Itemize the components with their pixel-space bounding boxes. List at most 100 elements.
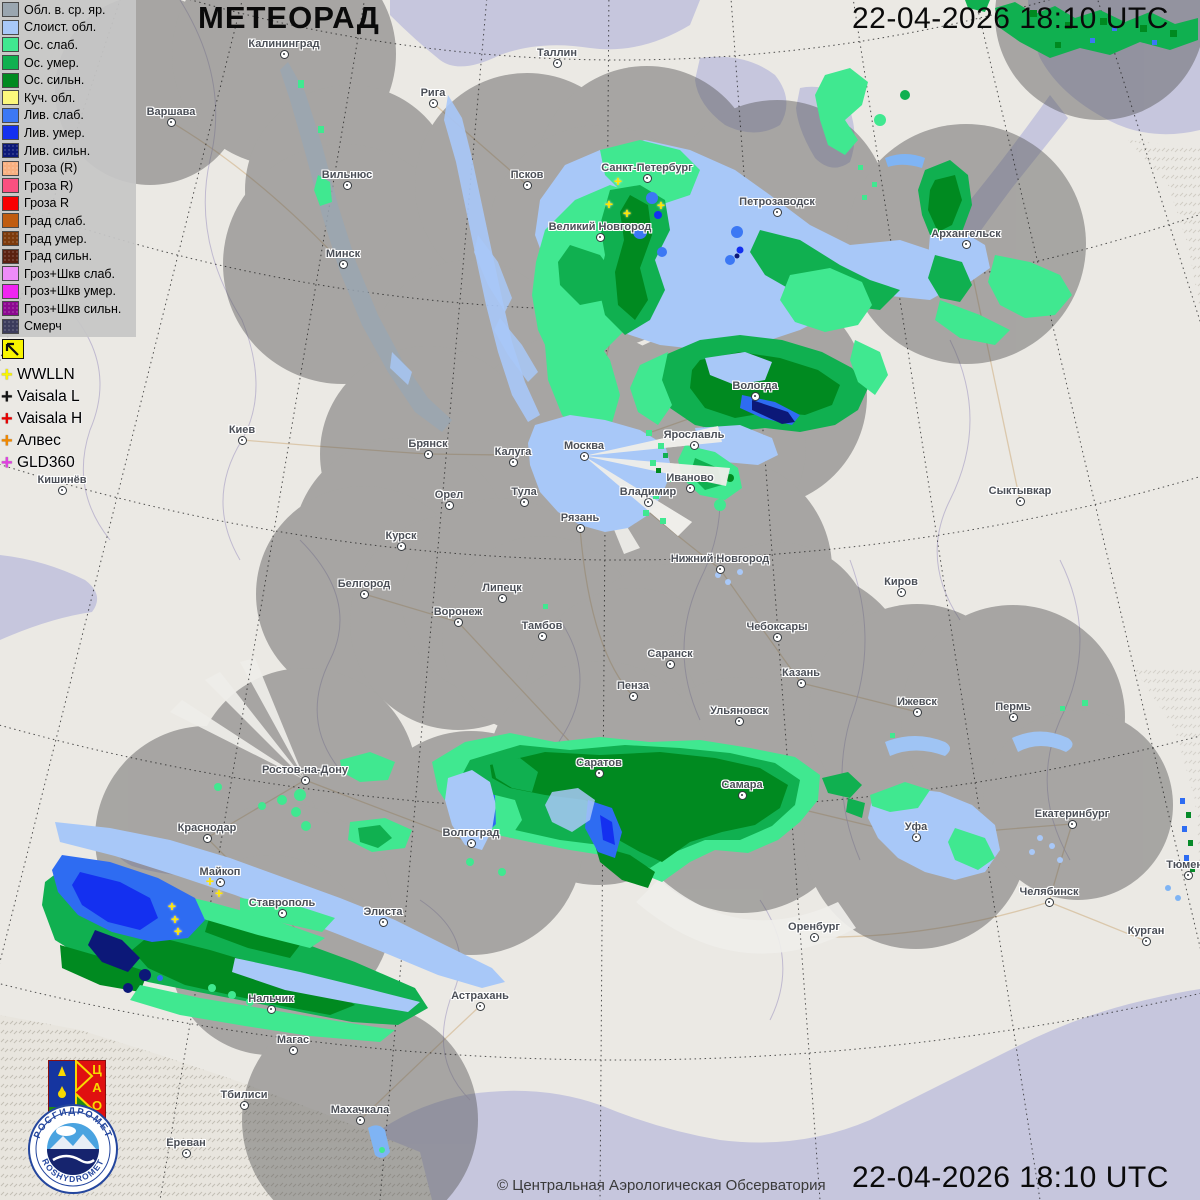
city-label: Архангельск (931, 228, 1001, 240)
city-label: Ижевск (897, 696, 937, 708)
city-label: Псков (510, 169, 544, 181)
city-label: Киев (228, 424, 256, 436)
city-dot-icon (734, 716, 744, 726)
city-dot-icon (202, 833, 212, 843)
city-dot-icon (57, 485, 67, 495)
legend-item: Гроза R (2, 195, 134, 213)
city-label: Курган (1127, 925, 1165, 937)
city-label: Краснодар (177, 822, 237, 834)
city-dot-icon (750, 391, 760, 401)
city-dot-icon (715, 564, 725, 574)
lightning-strike-icon: + (604, 196, 614, 212)
legend-item: Лив. умер. (2, 124, 134, 142)
city-dot-icon (277, 908, 287, 918)
legend-swatch (2, 301, 19, 317)
legend-swatch (2, 266, 19, 282)
city-label: Ростов-на-Дону (261, 764, 349, 776)
legend-item: Гроза R) (2, 177, 134, 195)
city-dot-icon (961, 239, 971, 249)
city-label: Магас (276, 1034, 310, 1046)
legend-item: Слоист. обл. (2, 19, 134, 37)
legend-swatch (2, 178, 19, 194)
legend-label: Лив. слаб. (24, 108, 84, 123)
legend-label: Ос. умер. (24, 55, 79, 70)
city-dot-icon (444, 500, 454, 510)
legend-swatch (2, 19, 19, 35)
city-label: Тбилиси (220, 1089, 268, 1101)
lightning-strike-icon: + (170, 911, 180, 927)
city-dot-icon (288, 1045, 298, 1055)
city-dot-icon (772, 632, 782, 642)
city-label: Тамбов (521, 620, 563, 632)
lightning-source-label: GLD360 (17, 454, 75, 471)
legend-label: Гроза R (24, 196, 70, 211)
lightning-strike-icon: + (205, 873, 215, 889)
lightning-cross-icon: + (1, 386, 13, 408)
legend-swatch (2, 2, 19, 18)
legend-label: Град слаб. (24, 213, 86, 228)
city-dot-icon (522, 180, 532, 190)
city-label: Тула (511, 486, 537, 498)
timestamp-bottom: 22-04-2026 18:10 UTC (852, 1161, 1169, 1194)
legend-item: Куч. обл. (2, 89, 134, 107)
city-label: Москва (563, 440, 605, 452)
legend-item: Гроз+Шкв слаб. (2, 265, 134, 283)
city-dot-icon (300, 775, 310, 785)
city-label: Тюмень (1166, 859, 1200, 871)
city-label: Курск (385, 530, 417, 542)
city-label: Астрахань (451, 990, 509, 1002)
legend-label: Лив. умер. (24, 125, 85, 140)
lightning-cross-icon: + (1, 430, 13, 452)
lightning-strike-icon: + (214, 885, 224, 901)
city-dot-icon (1183, 870, 1193, 880)
lightning-cross-icon: + (1, 408, 13, 430)
city-dot-icon (378, 917, 388, 927)
legend-swatch (2, 318, 19, 334)
lightning-source-label: Vaisala H (17, 410, 83, 427)
city-dot-icon (237, 435, 247, 445)
lightning-cross-icon: + (1, 452, 13, 474)
city-dot-icon (796, 678, 806, 688)
legend-label: Гроз+Шкв слаб. (24, 266, 116, 281)
legend-item: Гроз+Шкв сильн. (2, 300, 134, 318)
legend-swatch (2, 107, 19, 123)
city-dot-icon (737, 790, 747, 800)
lightning-cross-icon: + (1, 364, 13, 386)
city-label: Екатеринбург (1034, 808, 1110, 820)
legend-swatch (2, 231, 19, 247)
city-dot-icon (1008, 712, 1018, 722)
city-label: Санкт-Петербург (601, 162, 693, 174)
city-label: Самара (721, 779, 763, 791)
legend-swatch (2, 143, 19, 159)
city-dot-icon (423, 449, 433, 459)
legend-item: Град слаб. (2, 212, 134, 230)
legend-swatch (2, 37, 19, 53)
lightning-strike-icon: + (167, 898, 177, 914)
lightning-source-item: + Vaisala L (1, 386, 82, 408)
city-dot-icon (1067, 819, 1077, 829)
timestamp-top: 22-04-2026 18:10 UTC (852, 2, 1169, 35)
city-label: Ульяновск (710, 705, 768, 717)
city-label: Калининград (248, 38, 320, 50)
city-label: Петрозаводск (739, 196, 815, 208)
city-dot-icon (896, 587, 906, 597)
city-label: Кишинёв (37, 474, 87, 486)
legend-label: Гроза (R) (24, 161, 78, 176)
legend-item: Ос. слаб. (2, 36, 134, 54)
legend-item: Гроз+Шкв умер. (2, 283, 134, 301)
city-dot-icon (239, 1100, 249, 1110)
city-label: Великий Новгород (548, 221, 652, 233)
cao-letter-2: А (92, 1080, 102, 1095)
tornado-arrow-icon (5, 342, 19, 356)
city-label: Пермь (995, 701, 1031, 713)
city-dot-icon (628, 691, 638, 701)
city-dot-icon (359, 589, 369, 599)
city-dot-icon (342, 180, 352, 190)
legend-label: Обл. в. ср. яр. (24, 2, 106, 17)
city-dot-icon (689, 440, 699, 450)
city-dot-icon (912, 707, 922, 717)
roshydromet-logo: РОСГИДРОМЕТ ROSHYDROMET (28, 1104, 118, 1194)
city-dot-icon (809, 932, 819, 942)
city-label: Оренбург (788, 921, 840, 933)
